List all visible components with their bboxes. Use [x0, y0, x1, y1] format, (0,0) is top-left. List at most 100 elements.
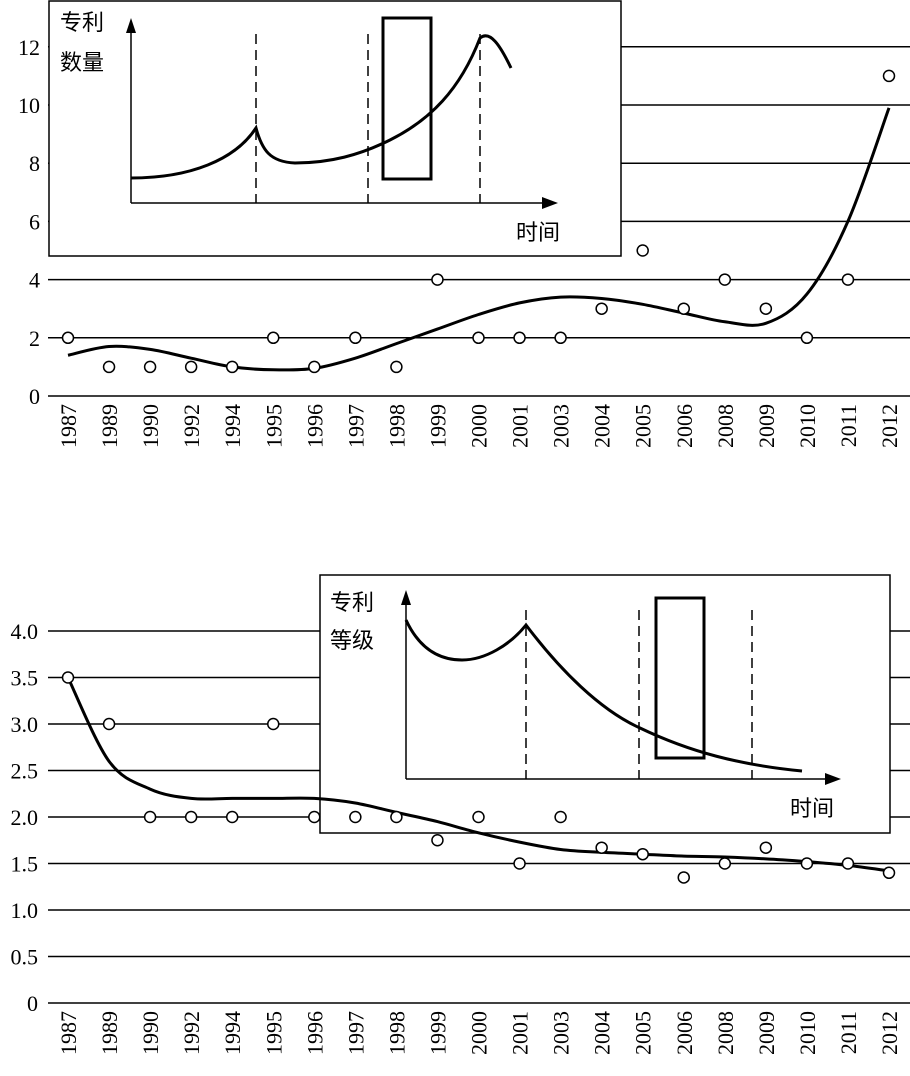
x-tick-label: 2003 — [549, 404, 574, 448]
x-tick-label: 2011 — [836, 404, 861, 447]
x-tick-label: 2005 — [631, 1011, 656, 1055]
x-tick-label: 1999 — [425, 404, 450, 448]
x-tick-label: 1992 — [179, 1011, 204, 1055]
data-point — [472, 810, 485, 824]
bottom-y-tick-labels: 0 0.5 1.0 1.5 2.0 2.5 3.0 3.5 4.0 — [11, 619, 39, 1016]
x-tick-label: 2012 — [877, 404, 902, 448]
data-point — [308, 810, 321, 824]
y-tick-label: 6 — [29, 209, 40, 234]
top-trend-curve — [67, 107, 891, 372]
x-tick-label: 1995 — [261, 1011, 286, 1055]
top-inset-y-arrow-icon — [126, 18, 136, 33]
x-tick-label: 2004 — [590, 1011, 615, 1055]
data-point — [184, 810, 198, 824]
top-inset-curve — [130, 34, 513, 180]
x-tick-label: 2010 — [795, 404, 820, 448]
data-point — [267, 331, 280, 345]
data-point — [841, 857, 855, 870]
top-inset-frame — [48, 0, 622, 257]
data-point — [308, 360, 321, 374]
data-point — [636, 244, 649, 257]
x-tick-label: 2001 — [508, 1011, 533, 1055]
bottom-inset-frame — [319, 574, 891, 834]
data-point — [102, 717, 116, 731]
x-tick-label: 2004 — [590, 404, 615, 448]
y-tick-label: 0.5 — [11, 945, 39, 970]
data-point — [841, 273, 855, 286]
data-point — [800, 857, 814, 870]
x-tick-label: 2010 — [795, 1011, 820, 1055]
x-tick-label: 1998 — [384, 404, 409, 448]
data-point — [349, 810, 362, 824]
bottom-data-points — [61, 671, 896, 884]
y-tick-label: 2 — [29, 326, 40, 351]
data-point — [636, 847, 649, 861]
y-tick-label: 12 — [18, 35, 40, 60]
top-inset-x-arrow-icon — [542, 197, 558, 209]
patent-grade-chart: 00.51.01.52.02.53.03.54.0 1987 1989 1990 19… — [11, 574, 910, 1055]
top-x-tick-labels: 1987 1989 1990 1992 1994 1995 1996 1997 1998 1999… — [56, 404, 902, 448]
x-tick-label: 2011 — [836, 1011, 861, 1054]
x-tick-label: 1996 — [302, 1011, 327, 1055]
data-point — [431, 834, 444, 847]
top-inset-ylabel-line2: 数量 — [60, 51, 104, 76]
x-tick-label: 1989 — [97, 404, 122, 448]
y-tick-label: 4 — [29, 268, 40, 293]
x-tick-label: 1987 — [56, 1011, 81, 1055]
x-tick-label: 1997 — [343, 404, 368, 448]
data-point — [61, 331, 75, 345]
x-tick-label: 1987 — [56, 404, 81, 448]
x-tick-label: 2006 — [672, 1011, 697, 1055]
data-point — [267, 717, 280, 731]
top-inset-xlabel: 时间 — [516, 221, 560, 246]
data-point — [513, 331, 526, 345]
data-point — [554, 331, 567, 345]
x-tick-label: 1989 — [97, 1011, 122, 1055]
data-point — [718, 273, 732, 286]
bottom-inset-y-arrow-icon — [401, 590, 411, 605]
x-tick-label: 2008 — [713, 404, 738, 448]
bottom-trend-curve — [66, 676, 890, 873]
x-tick-label: 1996 — [302, 404, 327, 448]
top-inset: 专利 数量 时间 — [48, 0, 622, 257]
x-tick-label: 1992 — [179, 404, 204, 448]
data-point — [759, 841, 773, 854]
x-tick-label: 2008 — [713, 1011, 738, 1055]
data-point — [472, 331, 485, 345]
y-tick-label: 1.5 — [11, 852, 39, 877]
bottom-x-tick-labels: 1987 1989 1990 1992 1994 1995 1996 1997 1998 1999… — [56, 1011, 902, 1055]
y-tick-label: 3.5 — [11, 666, 39, 691]
y-tick-label: 10 — [18, 93, 40, 118]
y-tick-label: 1.0 — [11, 898, 39, 923]
data-point — [143, 360, 157, 374]
top-data-points — [61, 69, 896, 374]
data-point — [349, 331, 362, 345]
bottom-inset-ylabel-line1: 专利 — [330, 591, 374, 616]
data-point — [718, 857, 732, 870]
top-inset-highlight-rect — [381, 16, 433, 181]
data-point — [677, 871, 690, 884]
x-tick-label: 1994 — [220, 1011, 245, 1055]
bottom-inset: 专利 等级 时间 — [319, 574, 891, 834]
bottom-inset-curve — [404, 619, 803, 773]
x-tick-label: 2009 — [754, 404, 779, 448]
y-tick-label: 4.0 — [11, 619, 39, 644]
bottom-inset-xlabel: 时间 — [790, 797, 834, 822]
bottom-inset-x-arrow-icon — [825, 773, 841, 785]
data-point — [677, 302, 690, 315]
top-y-tick-labels: 0 2 4 6 8 10 12 — [18, 35, 40, 409]
x-tick-label: 1994 — [220, 404, 245, 448]
x-tick-label: 2000 — [467, 1011, 492, 1055]
y-tick-label: 0 — [27, 991, 38, 1016]
x-tick-label: 2000 — [467, 404, 492, 448]
data-point — [513, 857, 526, 870]
y-tick-label: 3.0 — [11, 712, 39, 737]
y-tick-label: 0 — [29, 384, 40, 409]
x-tick-label: 2001 — [508, 404, 533, 448]
x-tick-label: 1998 — [384, 1011, 409, 1055]
data-point — [882, 69, 896, 83]
data-point — [390, 810, 403, 824]
x-tick-label: 1997 — [343, 1011, 368, 1055]
data-point — [184, 360, 198, 374]
